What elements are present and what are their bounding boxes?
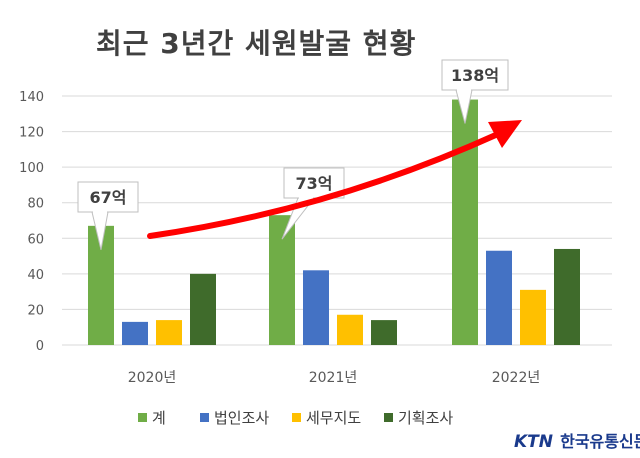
bar bbox=[520, 289, 546, 345]
legend-swatch bbox=[138, 413, 147, 422]
callout: 67억 bbox=[77, 181, 139, 250]
callout-join bbox=[457, 89, 471, 92]
y-tick-label: 20 bbox=[27, 303, 44, 318]
y-tick-label: 140 bbox=[19, 90, 44, 105]
category-label: 2020년 bbox=[128, 370, 177, 386]
callout-label: 138억 bbox=[451, 66, 499, 85]
y-tick-label: 100 bbox=[19, 161, 44, 176]
category-label: 2021년 bbox=[309, 370, 358, 386]
bar bbox=[303, 270, 329, 345]
legend: 계 법인조사 세무지도 기획조사 bbox=[138, 409, 453, 427]
category-label: 2022년 bbox=[492, 370, 541, 386]
callout: 138억 bbox=[441, 59, 509, 124]
bar bbox=[122, 321, 148, 345]
legend-label: 계 bbox=[152, 409, 166, 427]
callouts: 67억 73억 138억 bbox=[77, 59, 509, 250]
legend-item: 기획조사 bbox=[384, 409, 453, 427]
legend-swatch bbox=[200, 413, 209, 422]
legend-label: 기획조사 bbox=[398, 409, 453, 427]
legend-item: 세무지도 bbox=[292, 409, 361, 427]
bar bbox=[554, 248, 580, 345]
trend-arrow-shaft bbox=[147, 131, 501, 239]
bar bbox=[371, 320, 397, 345]
logo-ktn: KTN bbox=[514, 432, 553, 452]
bar bbox=[452, 99, 478, 345]
callout-join bbox=[93, 211, 107, 214]
legend-item: 계 bbox=[138, 409, 166, 427]
callout-join bbox=[299, 197, 313, 200]
callout-label: 67억 bbox=[90, 188, 127, 207]
y-tick-label: 120 bbox=[19, 126, 44, 141]
bars bbox=[88, 99, 580, 345]
bar bbox=[337, 314, 363, 345]
legend-item: 법인조사 bbox=[200, 409, 269, 427]
callout: 73억 bbox=[281, 167, 345, 240]
legend-swatch bbox=[292, 413, 301, 422]
bar bbox=[190, 273, 216, 345]
bar bbox=[156, 320, 182, 345]
legend-label: 세무지도 bbox=[306, 409, 361, 427]
bar bbox=[269, 215, 295, 345]
callout-box bbox=[441, 59, 509, 91]
trend-arrow-head bbox=[488, 120, 522, 148]
logo: KTN 한국유통신문 bbox=[514, 428, 640, 452]
callout-label: 73억 bbox=[296, 174, 333, 193]
logo-name: 한국유통신문 bbox=[560, 432, 640, 451]
bar bbox=[486, 250, 512, 345]
y-tick-label: 80 bbox=[27, 197, 44, 212]
category-labels: 2020년 2021년 2022년 bbox=[128, 370, 541, 386]
y-tick-label: 60 bbox=[27, 232, 44, 247]
legend-label: 법인조사 bbox=[214, 409, 269, 427]
trend-arrow bbox=[147, 120, 522, 239]
legend-swatch bbox=[384, 413, 393, 422]
callout-box bbox=[77, 181, 139, 213]
y-tick-label: 40 bbox=[27, 268, 44, 283]
y-axis-ticks: 0 20 40 60 80 100 120 140 bbox=[19, 90, 44, 354]
chart-title: 최근 3년간 세원발굴 현황 bbox=[96, 27, 417, 60]
y-tick-label: 0 bbox=[36, 339, 44, 354]
